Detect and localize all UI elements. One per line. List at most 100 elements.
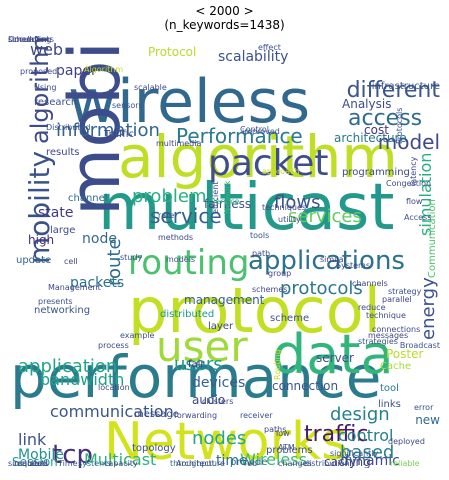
word-cloud-word: Congestion xyxy=(386,179,432,188)
word-cloud-word: scheme xyxy=(270,313,310,324)
word-cloud-word: latency xyxy=(409,156,418,186)
word-cloud-word: throughput xyxy=(170,459,215,468)
word-cloud-word: new xyxy=(415,413,440,427)
word-cloud-word: provide xyxy=(230,457,268,468)
word-cloud-word: model xyxy=(377,130,440,154)
word-cloud-word: state xyxy=(38,205,74,221)
word-cloud-word: clusters xyxy=(202,397,234,406)
word-cloud-word: protocol xyxy=(128,274,381,347)
word-cloud-word: links xyxy=(378,399,401,410)
word-cloud-word: programming xyxy=(342,167,410,178)
word-cloud-word: multimedia xyxy=(156,139,202,148)
word-cloud-word: Architecture xyxy=(176,459,225,468)
word-cloud-word: technique xyxy=(366,311,406,320)
word-cloud-word: application xyxy=(18,356,118,377)
word-cloud-word: packet xyxy=(208,143,329,184)
word-cloud-word: capacity xyxy=(104,459,138,468)
word-cloud-word: channel xyxy=(68,193,108,204)
word-cloud-word: connection xyxy=(272,379,339,393)
word-cloud-word: wireless xyxy=(68,67,311,137)
word-cloud-word: effect xyxy=(258,43,281,52)
word-cloud-word: management xyxy=(184,293,265,307)
word-cloud-word: cache xyxy=(18,459,42,468)
word-cloud-word: models xyxy=(166,255,196,264)
word-cloud-word: scalable xyxy=(134,83,167,92)
word-cloud-word: presents xyxy=(38,297,73,306)
word-cloud-word: scheduling xyxy=(8,36,52,44)
word-cloud-word: control xyxy=(338,426,394,445)
word-cloud-word: layer xyxy=(208,321,234,332)
word-cloud-word: proposed xyxy=(20,67,58,76)
word-cloud-word: users xyxy=(174,354,223,375)
word-cloud-word: paper xyxy=(56,63,97,79)
word-cloud-word: strategies xyxy=(358,337,398,346)
word-cloud-word: deployed xyxy=(388,437,425,446)
word-cloud-word: server xyxy=(316,351,354,365)
word-cloud-word: flows xyxy=(274,192,321,213)
word-cloud-word: based xyxy=(340,442,395,463)
word-cloud-word: information xyxy=(56,120,160,141)
word-cloud-word: results xyxy=(46,147,80,158)
word-cloud-word: requests xyxy=(14,459,49,468)
word-cloud-word: web xyxy=(30,40,64,59)
word-cloud-word: high xyxy=(28,233,55,247)
word-cloud-word: Time xyxy=(58,459,78,468)
word-cloud-word: Traffic xyxy=(104,129,135,140)
word-cloud-word: Communication xyxy=(427,199,438,278)
word-cloud-word: algorithm xyxy=(118,123,398,191)
word-cloud-word: simulated xyxy=(8,459,48,468)
word-cloud-word: node xyxy=(82,231,117,247)
word-cloud-word: problem xyxy=(132,186,207,207)
word-cloud-word: Poster xyxy=(386,347,424,361)
word-cloud-word: Algorithm xyxy=(84,65,124,74)
word-cloud: performance protocol algorithm multicast wir… xyxy=(8,36,440,468)
word-cloud-word: Service xyxy=(210,197,240,206)
page-title: < 2000 > xyxy=(195,4,254,18)
word-cloud-word: schemes xyxy=(252,285,288,294)
word-cloud-word: caching xyxy=(324,455,371,468)
word-cloud-word: approach xyxy=(262,167,300,176)
word-cloud-word: Networks xyxy=(104,412,349,468)
word-cloud-word: fair xyxy=(188,359,205,370)
word-cloud-word: Systems xyxy=(336,261,370,270)
word-cloud-word: Protocol xyxy=(148,45,197,59)
word-cloud-word: Cache xyxy=(380,361,412,372)
word-cloud-word: energy xyxy=(418,277,439,340)
word-cloud-word: problems xyxy=(266,445,313,456)
word-cloud-word: routing xyxy=(128,243,250,283)
word-cloud-word: Multicast xyxy=(84,450,157,468)
word-cloud-word: audio xyxy=(192,393,226,407)
page-subtitle: (n_keywords=1438) xyxy=(164,18,285,32)
word-cloud-word: connections xyxy=(372,325,421,334)
word-cloud-word: fairness xyxy=(204,197,252,211)
word-cloud-word: data xyxy=(272,323,394,386)
word-cloud-word: group xyxy=(268,269,292,278)
word-cloud-word: paths xyxy=(264,425,287,434)
word-cloud-word: cell xyxy=(64,257,78,266)
word-cloud-word: location xyxy=(98,383,130,392)
word-cloud-word: devices xyxy=(192,375,246,391)
word-cloud-word: strategy xyxy=(388,287,422,296)
word-cloud-word: protocols xyxy=(280,278,363,299)
word-cloud-word: distributed xyxy=(160,309,215,320)
word-cloud-word: research xyxy=(34,97,78,108)
word-cloud-word: sensors xyxy=(112,101,143,110)
word-cloud-word: Access xyxy=(404,213,432,222)
word-cloud-word: Distributed xyxy=(46,123,91,132)
word-cloud-word: user xyxy=(156,322,248,371)
word-cloud-word: Broadcast xyxy=(399,341,440,350)
word-cloud-word: tools xyxy=(250,231,270,240)
word-cloud-word: techniques xyxy=(262,203,307,212)
word-cloud-word: Protocols xyxy=(395,107,404,144)
word-cloud-word: design xyxy=(330,404,390,425)
word-cloud-word: Wireless xyxy=(240,450,307,468)
word-cloud-word: Session xyxy=(12,455,58,468)
word-cloud-word: Document xyxy=(8,36,50,44)
word-cloud-word: systems xyxy=(78,459,112,468)
word-cloud-word: link xyxy=(18,430,47,449)
word-cloud-word: services xyxy=(288,206,362,227)
word-cloud-word: distribution xyxy=(304,459,350,468)
word-cloud-word: utility xyxy=(278,215,301,224)
word-cloud-word: study xyxy=(120,253,143,262)
word-cloud-word: multicast xyxy=(98,171,395,245)
